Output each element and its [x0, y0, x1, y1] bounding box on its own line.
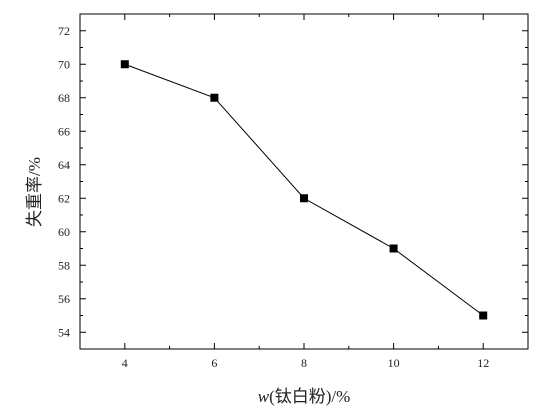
x-axis-title: w(钛白粉)/% — [258, 387, 351, 406]
y-tick-label: 56 — [58, 292, 70, 306]
x-axis-title-italic: w — [258, 387, 270, 406]
data-point-marker — [479, 311, 488, 320]
y-tick-label: 62 — [58, 191, 70, 205]
y-tick-label: 66 — [58, 124, 70, 138]
x-tick-label: 10 — [388, 356, 400, 370]
x-tick-label: 12 — [477, 356, 489, 370]
data-point-marker — [210, 93, 219, 102]
data-point-marker — [389, 244, 398, 253]
y-tick-label: 68 — [58, 91, 70, 105]
data-point-marker — [300, 194, 308, 203]
y-axis-title: 失重率/% — [25, 157, 44, 227]
y-tick-label: 54 — [58, 325, 70, 339]
y-tick-label: 58 — [58, 258, 70, 272]
series-line — [124, 63, 484, 316]
x-tick-label: 4 — [122, 356, 128, 370]
series-layer — [120, 60, 488, 320]
y-tick-label: 64 — [58, 158, 70, 172]
y-tick-label: 60 — [58, 225, 70, 239]
y-tick-label: 70 — [58, 57, 70, 71]
data-point-marker — [120, 60, 129, 69]
y-tick-label: 72 — [58, 24, 70, 38]
x-tick-label: 6 — [211, 356, 217, 370]
x-tick-label: 8 — [301, 356, 307, 370]
x-axis-title-text: (钛白粉)/% — [269, 387, 350, 406]
plot-frame — [79, 13, 529, 350]
